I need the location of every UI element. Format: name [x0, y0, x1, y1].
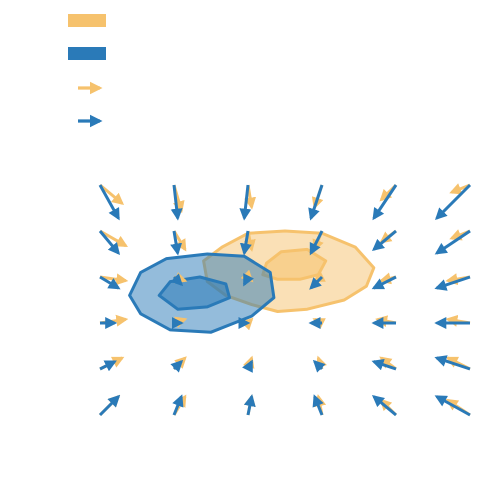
quiver-arrow [240, 317, 254, 331]
quiver-arrow [372, 184, 398, 221]
quiver-arrow [242, 273, 254, 287]
legend-patch [68, 14, 106, 27]
quiver-arrow [170, 184, 183, 221]
quiver-arrow [371, 394, 397, 417]
quiver-arrow [170, 230, 183, 256]
quiver-arrow [239, 184, 252, 221]
quiver-arrow [98, 394, 121, 417]
quiver-arrow [434, 275, 471, 291]
arrow-layer [98, 183, 472, 417]
quiver-arrow [309, 230, 324, 256]
quiver-arrow [434, 395, 471, 417]
quiver-arrow [99, 229, 128, 248]
quiver-arrow [239, 230, 252, 256]
quiver-arrow [434, 355, 471, 371]
quiver-arrow [243, 394, 256, 416]
quiver-arrow [435, 183, 472, 220]
quiver-arrow [434, 229, 471, 255]
quiver-arrow [170, 359, 184, 373]
quiver-arrow [99, 275, 121, 290]
quiver-arrow [371, 358, 397, 371]
quiver-arrow [99, 183, 125, 206]
quiver-arrow [170, 273, 184, 287]
legend-patch [68, 47, 106, 60]
legend [68, 14, 106, 128]
quiver-arrow [98, 184, 120, 221]
quiver-arrow [371, 229, 397, 252]
quiver-arrow [312, 359, 326, 373]
quiver-arrow [98, 230, 121, 256]
quiver-arrow [242, 359, 254, 373]
quiver-arrow [308, 184, 324, 221]
quiver-arrow [312, 394, 324, 416]
quiver-arrow [371, 275, 397, 290]
quiver-arrow [172, 394, 184, 416]
quiver-arrow [99, 360, 117, 372]
quiver-arrow [309, 275, 324, 290]
